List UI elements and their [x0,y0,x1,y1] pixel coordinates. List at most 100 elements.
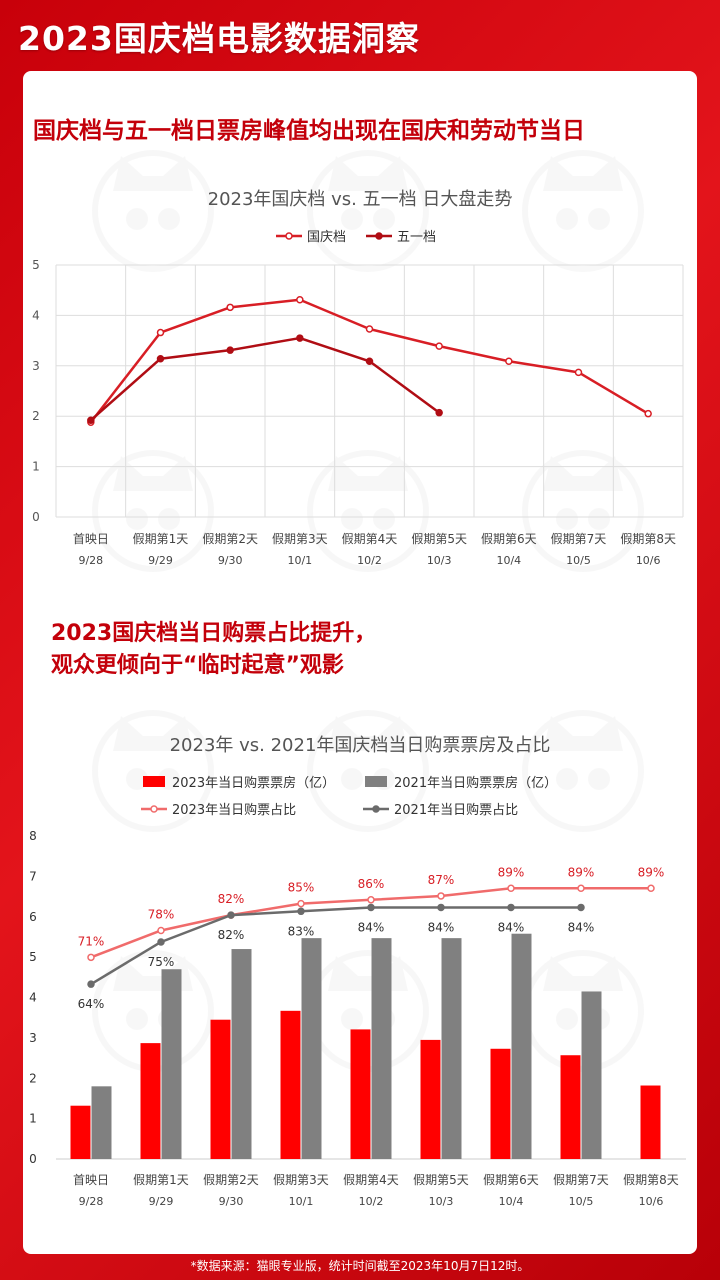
chart2-ytick-label: 4 [29,991,37,1005]
chart1-legend-marker [285,232,293,240]
watermark-cat-icon [522,150,644,272]
section2-headline-line1: 2023国庆档当日购票占比提升， [51,621,377,646]
chart1-ytick-label: 3 [32,359,40,373]
chart1-ytick-label: 4 [32,308,40,322]
chart2-ytick-label: 5 [29,950,37,964]
chart2-point [157,938,165,946]
chart2-data-label: 84% [498,920,525,934]
chart2-point [507,884,515,893]
chart2-ytick-label: 6 [29,910,37,924]
chart1-xtick-date: 10/6 [636,554,661,567]
chart1-series-line [90,336,440,422]
chart2-xtick-date: 9/29 [149,1195,174,1208]
chart1-title: 2023年国庆档 vs. 五一档 日大盘走势 [207,189,513,210]
chart2-bar [640,1085,661,1159]
chart2-legend-swatch [143,776,165,787]
chart2-xtick-date: 10/3 [429,1195,454,1208]
chart2-bar [140,1043,161,1159]
chart1-xtick-label: 假期第4天 [342,532,398,546]
chart2-point [577,884,585,893]
chart2-data-label: 85% [288,881,315,895]
chart2-bar [560,1055,581,1159]
watermark-cat-icon [307,450,429,572]
chart1-xtick-date: 10/5 [566,554,591,567]
chart2-ytick-label: 2 [29,1071,37,1085]
chart1-point [574,368,583,377]
chart2-bar [511,933,532,1159]
chart2-bar [371,938,392,1159]
chart2-bar [210,1019,231,1159]
chart1-xtick-date: 9/30 [218,554,243,567]
chart1-legend-label: 国庆档 [307,230,346,245]
chart2-bar [161,969,182,1159]
page-title: 2023国庆档电影数据洞察 [18,19,420,58]
chart2-xtick-label: 假期第2天 [203,1173,259,1187]
chart2-legend-label: 2021年当日购票票房（亿） [394,775,557,791]
chart2-bar [441,938,462,1159]
chart2-data-label: 84% [428,920,455,934]
chart2-data-label: 75% [148,955,175,969]
chart1-xtick-date: 10/1 [287,554,312,567]
chart1-xtick-date: 9/28 [78,554,103,567]
charts-canvas: 0 1 2 3 4 5 首映日 9/28 假期第1天 9/29 假期第2天 9/30 假期第3天 10/1… [29,230,686,1208]
chart2-xtick-label: 假期第5天 [413,1173,469,1187]
section1-headline: 国庆档与五一档日票房峰值均出现在国庆和劳动节当日 [33,118,585,144]
chart1-point [296,296,304,304]
chart1-point [156,328,165,337]
chart2-point [367,896,375,904]
chart2-xtick-date: 10/2 [359,1195,384,1208]
chart2-xtick-label: 假期第4天 [343,1173,399,1187]
chart1-xtick-date: 10/2 [357,554,382,567]
chart2-data-label: 84% [568,920,595,934]
chart2-legend-label: 2023年当日购票票房（亿） [172,775,335,791]
chart1-ytick-label: 0 [32,510,40,524]
chart2-bar [70,1105,91,1159]
chart2-ytick-label: 3 [29,1031,37,1045]
chart2-xtick-date: 10/6 [639,1195,664,1208]
chart1-point [226,346,234,354]
chart2-legend-label: 2021年当日购票占比 [394,802,518,818]
chart2-point [157,926,165,935]
chart2-data-label: 71% [78,934,105,948]
chart2-legend-marker [150,805,158,813]
chart1-point [365,325,374,333]
chart2-data-label: 89% [568,865,595,879]
chart2-bar [91,1086,112,1159]
chart2-xtick-date: 9/28 [79,1195,104,1208]
chart2-data-label: 89% [638,865,665,879]
chart1-point [435,342,443,350]
watermark-cat-icon [92,450,214,572]
chart1-xtick-date: 10/3 [427,554,452,567]
chart2-legend-swatch [365,776,387,787]
chart2-point [647,884,655,893]
chart1-xtick-label: 假期第6天 [481,532,537,546]
chart1-point [226,303,234,312]
chart1-point [505,357,513,366]
chart2-xtick-date: 10/1 [289,1195,314,1208]
chart2-point [297,899,305,908]
data-source-note: *数据来源：猫眼专业版，统计时间截至2023年10月7日12时。 [190,1259,530,1273]
watermark-cat-icon [307,150,429,272]
chart1-ytick-label: 1 [32,460,40,474]
chart2-xtick-label: 假期第6天 [483,1173,539,1187]
chart2-xtick-label: 假期第8天 [623,1173,679,1187]
chart1-xtick-label: 假期第7天 [551,532,607,546]
chart2-point [437,892,445,900]
chart2-legend-label: 2023年当日购票占比 [172,802,296,818]
chart1-xtick-label: 假期第2天 [202,532,258,546]
chart2-title: 2023年 vs. 2021年国庆档当日购票票房及占比 [169,735,551,756]
chart2-data-label: 87% [428,873,455,887]
chart2-bar [350,1029,371,1159]
chart2-xtick-label: 首映日 [73,1173,109,1187]
chart1-point [296,334,304,342]
chart2-ytick-label: 1 [29,1112,37,1126]
chart2-data-label: 64% [78,997,105,1011]
chart2-data-label: 84% [358,920,385,934]
chart2-xtick-date: 10/4 [499,1195,524,1208]
watermark-cat-icon [522,450,644,572]
watermark-cat-icon [522,710,644,832]
chart2-data-label: 83% [288,924,315,938]
watermark-cat-icon [92,710,214,832]
chart2-point [367,903,375,912]
chart2-xtick-label: 假期第3天 [273,1173,329,1187]
